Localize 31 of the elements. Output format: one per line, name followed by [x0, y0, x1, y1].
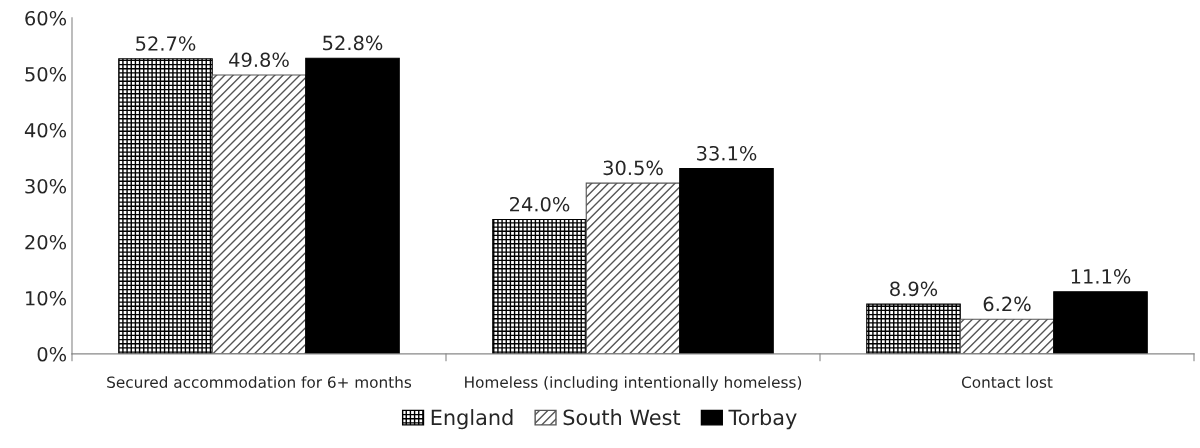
data-label: 6.2%	[983, 296, 1031, 312]
data-label: 52.7%	[136, 36, 196, 51]
y-tick-label: 0%	[37, 346, 67, 362]
bar	[1053, 291, 1148, 354]
bar	[679, 168, 774, 354]
x-tick-label: Homeless (including intentionally homeless)	[465, 376, 802, 391]
bar	[866, 303, 961, 354]
legend-label: South West	[563, 409, 681, 426]
y-tick-label: 50%	[25, 66, 67, 82]
bar	[959, 318, 1055, 354]
legend-label: England	[431, 409, 513, 430]
data-label: 49.8%	[229, 52, 289, 68]
bar	[492, 218, 587, 354]
bar	[211, 74, 307, 354]
data-label: 11.1%	[1071, 269, 1131, 284]
y-tick-label: 30%	[25, 178, 67, 194]
data-label: 33.1%	[697, 145, 757, 161]
x-tick-label: Contact lost	[961, 376, 1053, 388]
data-label: 30.5%	[603, 160, 663, 176]
y-tick-label: 60%	[25, 10, 67, 26]
bar	[585, 182, 681, 354]
bar	[305, 57, 400, 354]
bar	[118, 58, 213, 354]
data-label: 52.8%	[323, 35, 383, 51]
y-tick-label: 20%	[25, 234, 67, 250]
y-tick-label: 10%	[26, 290, 67, 306]
x-tick-label: Secured accommodation for 6+ months	[107, 376, 412, 388]
legend-label: Torbay	[728, 409, 797, 430]
data-label: 8.9%	[890, 281, 938, 297]
y-tick-label: 40%	[24, 122, 67, 138]
data-label: 24.0%	[510, 196, 570, 212]
